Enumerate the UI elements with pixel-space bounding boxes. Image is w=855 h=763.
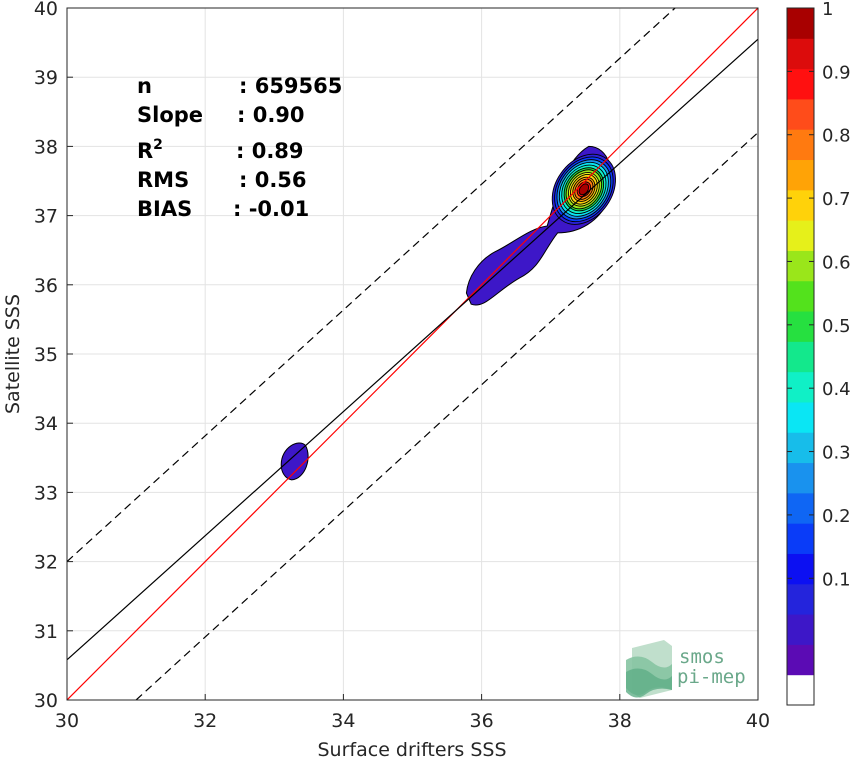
stat-n-label: n — [137, 74, 152, 98]
stat-rms-label: RMS — [137, 168, 189, 192]
x-tick-labels: 30 32 34 36 38 40 — [55, 710, 770, 732]
colorbar-segment — [787, 644, 814, 676]
y-axis-label: Satellite SSS — [2, 294, 24, 414]
y-tick-label: 36 — [34, 275, 58, 297]
y-tick-label: 40 — [34, 0, 58, 20]
colorbar-segment — [787, 553, 814, 585]
colorbar-tick-label: 0.2 — [822, 506, 851, 527]
y-tick-label: 38 — [34, 136, 58, 158]
colorbar-segment — [787, 159, 814, 191]
stats-box: n : 659565 Slope : 0.90 R2 : 0.89 RMS : … — [137, 74, 342, 221]
density-contour-ring — [578, 183, 590, 196]
stat-r2-value: : 0.89 — [236, 139, 304, 163]
colorbar-segment — [787, 432, 814, 464]
y-tick-label: 37 — [34, 206, 58, 228]
density-contours — [280, 145, 616, 481]
upper-bound-line — [67, 8, 676, 563]
colorbar-segment — [787, 68, 814, 100]
plot-frame — [66, 7, 759, 701]
colorbar-segment — [787, 371, 814, 403]
y-tick-labels: 30 31 32 33 34 35 36 37 38 39 40 — [34, 0, 58, 712]
colorbar-segment — [787, 583, 814, 615]
stat-rms-value: : 0.56 — [239, 168, 307, 192]
y-tick-label: 33 — [34, 482, 58, 504]
x-tick-label: 34 — [331, 710, 355, 732]
colorbar-segment — [787, 38, 814, 70]
density-blob-small — [280, 442, 309, 481]
colorbar-segment — [787, 311, 814, 342]
logo-text-smos: smos — [679, 646, 725, 668]
stat-n-value: : 659565 — [239, 74, 342, 98]
colorbar — [786, 7, 815, 706]
colorbar-tick-label: 0.4 — [822, 379, 851, 400]
x-tick-label: 32 — [193, 710, 217, 732]
colorbar-segment — [787, 280, 814, 312]
colorbar-tick-label: 0.9 — [822, 62, 851, 83]
y-tick-label: 32 — [34, 552, 58, 574]
regression-line — [67, 38, 758, 661]
colorbar-segment — [787, 8, 814, 39]
x-tick-label: 38 — [608, 710, 632, 732]
colorbar-segment — [787, 462, 814, 494]
colorbar-segment — [787, 341, 814, 373]
colorbar-segment — [787, 220, 814, 251]
colorbar-segment — [787, 674, 814, 706]
y-tick-label: 34 — [34, 413, 58, 435]
colorbar-segment — [787, 98, 814, 130]
y-tick-label: 35 — [34, 344, 58, 366]
y-tick-label: 39 — [34, 67, 58, 89]
colorbar-tick-label: 0.7 — [822, 189, 851, 210]
stat-r2-label: R2 — [137, 137, 163, 163]
colorbar-segment — [787, 523, 814, 554]
colorbar-segment — [787, 189, 814, 221]
colorbar-tick-label: 0.1 — [822, 569, 851, 590]
stat-slope-label: Slope — [137, 103, 203, 127]
y-tick-label: 30 — [34, 690, 58, 712]
smos-pi-mep-logo: smos pi-mep — [626, 640, 746, 698]
stat-bias-value: : -0.01 — [233, 197, 309, 221]
colorbar-tick-label: 0.6 — [822, 252, 851, 273]
y-tick-label: 31 — [34, 621, 58, 643]
colorbar-segment — [787, 614, 814, 645]
colorbar-segment — [787, 492, 814, 524]
logo-wave-icon — [626, 640, 672, 698]
colorbar-tick-label: 1 — [822, 0, 833, 20]
x-tick-label: 40 — [746, 710, 770, 732]
logo-text-pi-mep: pi-mep — [677, 666, 746, 688]
colorbar-segment — [787, 250, 814, 282]
stat-bias-label: BIAS — [137, 197, 192, 221]
x-axis-label: Surface drifters SSS — [318, 739, 507, 761]
one-to-one-line — [67, 8, 758, 700]
stat-slope-value: : 0.90 — [237, 103, 305, 127]
colorbar-tick-label: 0.8 — [822, 126, 851, 147]
colorbar-tick-labels: 0.1 0.2 0.3 0.4 0.5 0.6 0.7 0.8 0.9 1 — [787, 0, 851, 590]
x-tick-label: 36 — [470, 710, 494, 732]
colorbar-tick-label: 0.3 — [822, 443, 851, 464]
colorbar-segment — [787, 129, 814, 161]
reference-lines — [67, 8, 758, 700]
colorbar-segment — [787, 401, 814, 433]
lower-bound-line — [135, 132, 758, 700]
x-tick-label: 30 — [55, 710, 79, 732]
colorbar-frame — [786, 7, 815, 706]
colorbar-tick-label: 0.5 — [822, 316, 851, 337]
